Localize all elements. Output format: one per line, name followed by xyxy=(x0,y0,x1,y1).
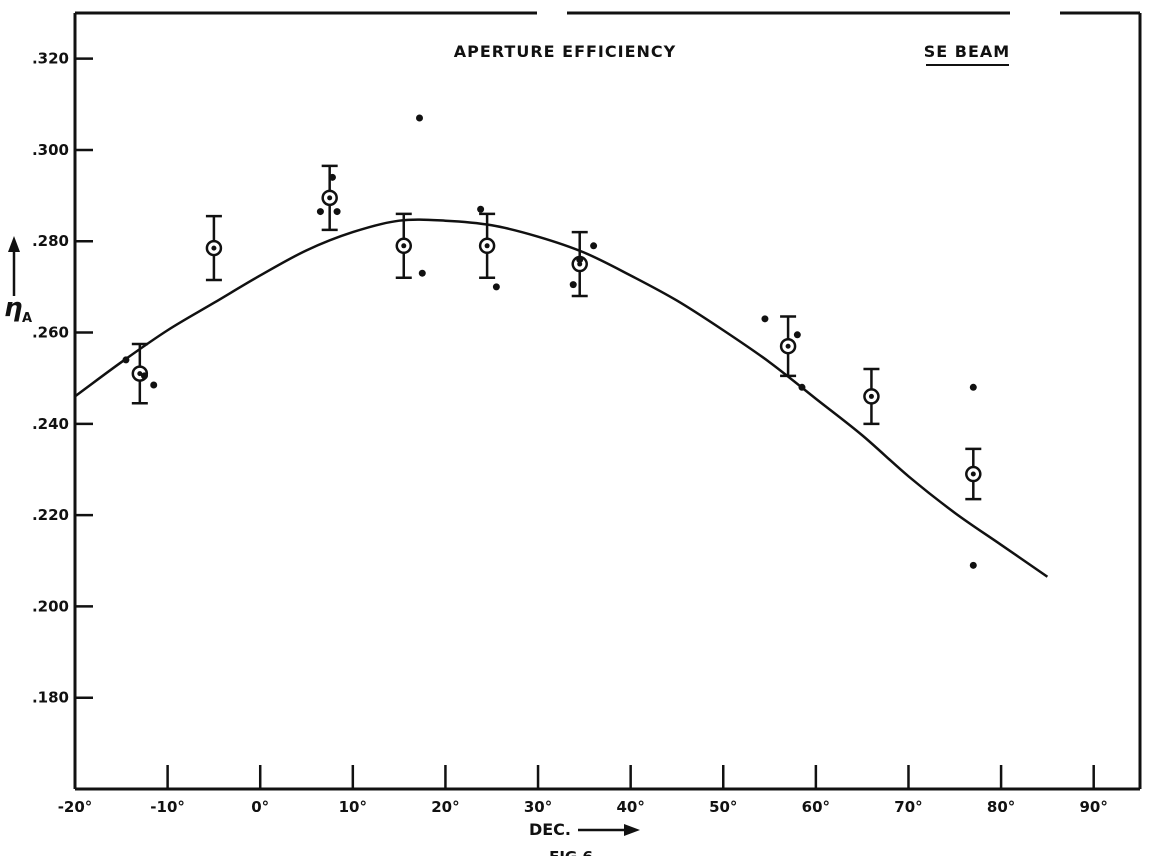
data-point xyxy=(569,281,577,289)
mean-point-group xyxy=(779,315,797,378)
x-tick-label: 20° xyxy=(431,798,459,816)
mean-point-group xyxy=(205,214,223,282)
mean-point-group xyxy=(965,447,982,501)
mean-point-group xyxy=(571,230,588,298)
data-point xyxy=(793,331,801,339)
x-axis-ticks: -20° -10° 0° 10° 20° 30° 40° 50° 60° 70° 80° 90° xyxy=(58,765,1108,816)
x-tick-label: -10° xyxy=(150,798,185,816)
mean-point-center xyxy=(577,261,583,267)
y-tick-label: .300 xyxy=(32,141,69,159)
x-axis-arrowhead xyxy=(624,824,640,836)
x-tick-label: 40° xyxy=(616,798,644,816)
data-point xyxy=(316,208,324,216)
mean-point-center xyxy=(401,243,407,249)
data-point xyxy=(122,356,130,364)
x-tick-label: 80° xyxy=(987,798,1015,816)
y-axis-ticks: .180 .200 .220 .240 .260 .280 .300 .320 xyxy=(32,50,93,707)
fit-curve-layer xyxy=(74,218,1049,578)
y-tick-label: .240 xyxy=(32,415,69,433)
data-point xyxy=(576,255,584,263)
data-point xyxy=(761,315,769,323)
data-point xyxy=(333,208,341,216)
mean-point-group xyxy=(863,367,880,426)
x-tick-label: -20° xyxy=(58,798,93,816)
y-tick-label: .180 xyxy=(32,689,69,707)
y-tick-label: .260 xyxy=(32,324,69,342)
mean-point-center xyxy=(484,243,490,249)
x-tick-label: 30° xyxy=(524,798,552,816)
data-point xyxy=(418,269,426,277)
mean-point-center xyxy=(211,245,217,251)
x-tick-label: 50° xyxy=(709,798,737,816)
x-axis-label: DEC. xyxy=(529,820,571,839)
x-tick-label: 0° xyxy=(251,798,269,816)
figure-caption: FIG 6 xyxy=(549,848,593,856)
y-tick-label: .320 xyxy=(32,50,69,68)
data-point xyxy=(798,383,806,391)
y-axis-label: η xyxy=(4,293,23,323)
mean-point-group xyxy=(395,212,413,280)
data-point xyxy=(150,381,158,389)
x-tick-label: 60° xyxy=(802,798,830,816)
mean-points-layer xyxy=(131,164,982,501)
individual-points-layer xyxy=(122,114,977,569)
x-tick-label: 70° xyxy=(894,798,922,816)
data-point xyxy=(140,372,148,380)
mean-point-center xyxy=(327,195,333,201)
y-axis-arrowhead xyxy=(8,236,20,252)
data-point xyxy=(328,173,336,181)
mean-point-center xyxy=(785,343,791,349)
mean-point-group xyxy=(478,212,496,280)
y-tick-label: .220 xyxy=(32,506,69,524)
fit-curve xyxy=(74,218,1049,578)
plot-frame xyxy=(73,11,1142,791)
data-point xyxy=(416,114,424,122)
data-point xyxy=(590,242,598,250)
y-tick-label: .200 xyxy=(32,597,69,615)
y-tick-label: .280 xyxy=(32,232,69,250)
data-point xyxy=(492,283,500,291)
mean-point-center xyxy=(868,393,874,399)
data-point xyxy=(969,561,977,569)
data-point xyxy=(969,383,977,391)
chart-subtitle: SE BEAM xyxy=(924,42,1010,61)
mean-point-center xyxy=(970,471,976,477)
mean-point-center xyxy=(137,371,143,377)
data-point xyxy=(477,205,485,213)
chart-title: APERTURE EFFICIENCY xyxy=(454,42,676,61)
y-axis-label-subscript: A xyxy=(22,311,32,326)
x-tick-label: 10° xyxy=(339,798,367,816)
x-tick-label: 90° xyxy=(1080,798,1108,816)
